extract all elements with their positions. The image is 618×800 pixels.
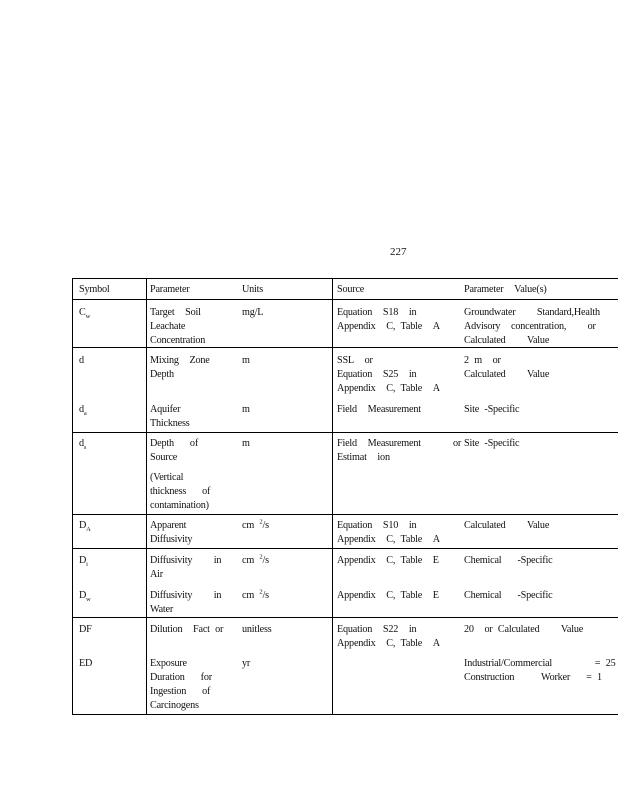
cell-value: Chemical -Specific <box>464 555 553 566</box>
cell-source: Equation S22 in Appendix C, Table A <box>337 624 440 649</box>
table-rule <box>72 347 618 348</box>
cell-parameter: Aquifer Thickness <box>150 404 190 429</box>
cell-symbol: Di <box>79 555 88 569</box>
cell-source: Equation S10 in Appendix C, Table A <box>337 520 440 545</box>
cell-units: m <box>242 355 250 366</box>
cell-source: Field Measurement or Estimat ion <box>337 438 462 463</box>
cell-units: cm 2/s <box>242 553 269 566</box>
cell-parameter: Mixing Zone Depth <box>150 355 210 380</box>
cell-value: Calculated Value <box>464 520 550 531</box>
cell-parameter: Depth of Source <box>150 438 199 463</box>
page-number: 227 <box>390 246 407 258</box>
cell-value: 2 m or Calculated Value <box>464 355 550 380</box>
cell-source: Field Measurement <box>337 404 421 415</box>
cell-parameter: Exposure Duration for Ingestion of Carcinog… <box>150 658 212 711</box>
cell-parameter: Target Soil Leachate Concentration <box>150 307 206 346</box>
cell-value: 20 or Calculated Value <box>464 624 584 635</box>
table-rule <box>72 278 618 279</box>
cell-source: Appendix C, Table E <box>337 590 439 601</box>
table-rule <box>72 299 618 300</box>
cell-value: Chemical -Specific <box>464 590 553 601</box>
column-rule <box>146 278 147 715</box>
column-rule <box>72 278 73 715</box>
cell-value: Site -Specific <box>464 438 520 449</box>
cell-units: m <box>242 438 250 449</box>
table-rule <box>72 714 618 715</box>
header-value: Parameter Value(s) <box>464 284 547 295</box>
cell-value: Industrial/Commercial = 25 Construction W… <box>464 658 616 683</box>
cell-parameter: Diffusivity in Water <box>150 590 222 615</box>
cell-units: m <box>242 404 250 415</box>
table-rule <box>72 432 618 433</box>
cell-units: cm 2/s <box>242 518 269 531</box>
cell-parameter: Dilution Fact or <box>150 624 224 635</box>
cell-symbol: DA <box>79 520 91 534</box>
cell-symbol: ED <box>79 658 93 669</box>
cell-units: mg/L <box>242 307 264 318</box>
header-units: Units <box>242 284 264 295</box>
cell-units: yr <box>242 658 251 669</box>
header-symbol: Symbol <box>79 284 110 295</box>
cell-value: Groundwater Standard,Health Advisory conc… <box>464 307 600 346</box>
cell-source: Appendix C, Table E <box>337 555 439 566</box>
table-rule <box>72 617 618 618</box>
cell-value: Site -Specific <box>464 404 520 415</box>
cell-parameter: Apparent Diffusivity <box>150 520 193 545</box>
table-rule <box>72 514 618 515</box>
cell-symbol: DF <box>79 624 92 635</box>
cell-symbol: ds <box>79 438 87 452</box>
cell-symbol: Cw <box>79 307 91 321</box>
cell-parameter-note: (Vertical thickness of contamination) <box>150 472 211 511</box>
header-parameter: Parameter <box>150 284 190 295</box>
cell-source: SSL or Equation S25 in Appendix C, Table A <box>337 355 440 394</box>
header-source: Source <box>337 284 365 295</box>
cell-units: unitless <box>242 624 272 635</box>
cell-symbol: d <box>79 355 84 366</box>
cell-symbol: Dw <box>79 590 91 604</box>
column-rule <box>332 278 333 715</box>
cell-symbol: da <box>79 404 87 418</box>
table-rule <box>72 548 618 549</box>
cell-source: Equation S18 in Appendix C, Table A <box>337 307 440 332</box>
cell-units: cm 2/s <box>242 588 269 601</box>
cell-parameter: Diffusivity in Air <box>150 555 222 580</box>
